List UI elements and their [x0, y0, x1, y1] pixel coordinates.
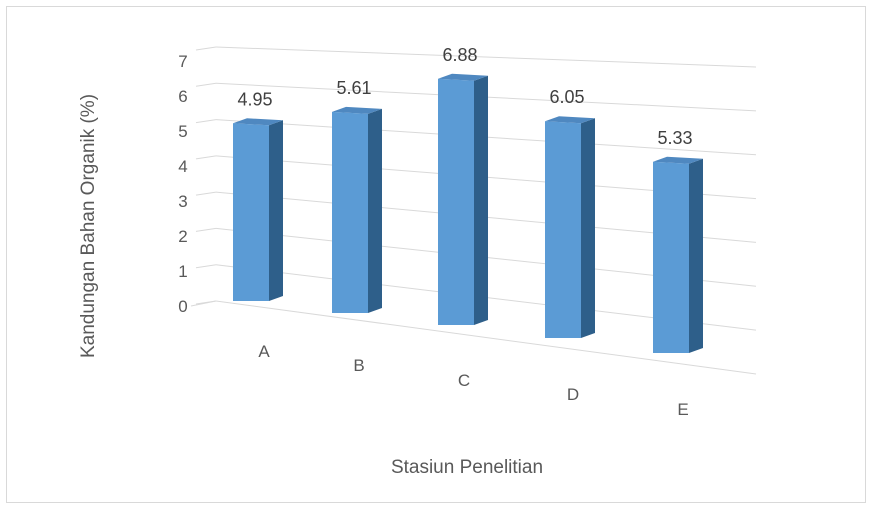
depth-tick-3: [195, 191, 217, 196]
y-tick-label: 3: [178, 192, 187, 211]
y-tick-label: 7: [178, 52, 187, 71]
bars: 4.95 5.61 6.88 6.05 5.33: [233, 45, 703, 353]
chart-plot: 0 1 2 3 4 5 6 7 4.95 5.61 6.88 6.05 5.33 A B C D E Stas…: [78, 45, 757, 478]
category-label-C: C: [458, 371, 470, 390]
depth-tick-4: [195, 155, 217, 160]
category-label-E: E: [677, 400, 688, 419]
category-label-D: D: [567, 385, 579, 404]
bar-B: [332, 111, 368, 313]
y-axis-ticks: 0 1 2 3 4 5 6 7: [178, 52, 187, 316]
bar-top-C: [438, 73, 488, 81]
category-label-B: B: [353, 356, 364, 375]
depth-tick-6: [195, 82, 217, 87]
bar-side-A: [269, 120, 283, 302]
bar-top-A: [233, 118, 283, 126]
depth-tick-0: [195, 300, 217, 305]
bar-side-D: [581, 118, 595, 338]
depth-tick-5: [195, 119, 217, 124]
chart-frame: 0 1 2 3 4 5 6 7 4.95 5.61 6.88 6.05 5.33 A B C D E Stas…: [6, 6, 866, 503]
data-label-B: 5.61: [336, 78, 371, 98]
y-tick-label: 0: [178, 297, 187, 316]
x-axis-categories: A B C D E: [258, 342, 688, 419]
depth-tick-7: [195, 46, 217, 51]
data-label-D: 6.05: [549, 87, 584, 107]
y-tick-label: 4: [178, 157, 187, 176]
data-label-A: 4.95: [237, 89, 272, 109]
depth-tick-2: [195, 227, 217, 232]
depth-tick-1: [195, 264, 217, 269]
bar-top-E: [653, 156, 703, 164]
bar-E: [653, 161, 689, 353]
category-label-A: A: [258, 342, 270, 361]
y-tick-label: 1: [178, 262, 187, 281]
data-label-E: 5.33: [657, 128, 692, 148]
bar-A: [233, 123, 269, 302]
gridline-7: [215, 46, 757, 68]
x-axis-title: Stasiun Penelitian: [391, 457, 543, 478]
bar-top-D: [545, 116, 595, 124]
y-axis-title: Kandungan Bahan Organik (%): [78, 94, 99, 358]
bar-side-B: [368, 108, 382, 313]
bar-side-E: [689, 158, 703, 353]
gridline-0: [215, 300, 757, 375]
bar-side-C: [474, 75, 488, 325]
y-tick-label: 5: [178, 122, 187, 141]
y-tick-label: 6: [178, 87, 187, 106]
bar-D: [545, 121, 581, 338]
bar-C: [438, 78, 474, 325]
bar-top-B: [332, 106, 382, 114]
data-label-C: 6.88: [442, 45, 477, 65]
y-tick-label: 2: [178, 227, 187, 246]
